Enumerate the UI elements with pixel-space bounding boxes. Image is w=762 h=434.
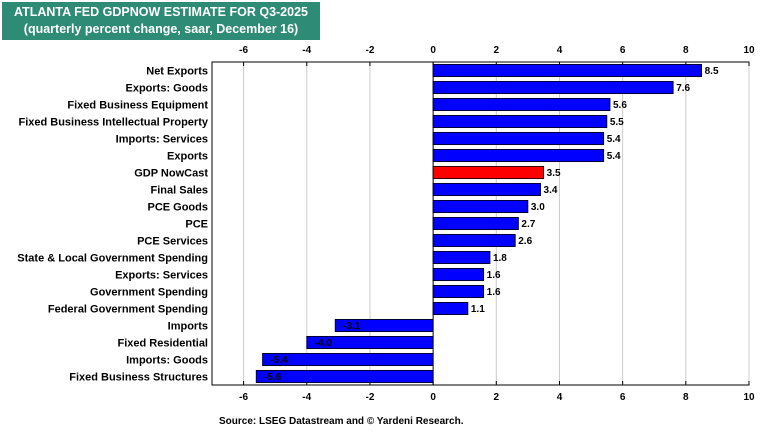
bar — [432, 114, 608, 129]
bar — [432, 301, 469, 316]
data-label: 3.4 — [544, 185, 558, 196]
x-tick-label-bottom: 6 — [620, 392, 626, 403]
data-label: 5.4 — [607, 134, 621, 145]
data-label: 2.7 — [521, 219, 535, 230]
bar — [432, 284, 485, 299]
category-label: Exports — [167, 151, 208, 163]
data-label: 8.5 — [705, 66, 719, 77]
x-tick-label-bottom: -6 — [239, 392, 248, 403]
x-tick-label-top: 6 — [620, 45, 626, 56]
bar — [432, 216, 519, 231]
x-tick-label-bottom: 2 — [494, 392, 500, 403]
bar — [432, 267, 485, 282]
data-label: 5.6 — [613, 100, 627, 111]
bar — [432, 63, 703, 78]
data-label: -5.4 — [271, 355, 289, 366]
bar — [306, 335, 434, 350]
bar — [432, 199, 529, 214]
category-label: Exports: Goods — [125, 83, 208, 95]
x-tick-label-bottom: 8 — [683, 392, 689, 403]
category-label: Fixed Business Equipment — [67, 100, 208, 112]
category-label: Government Spending — [90, 287, 208, 299]
bar — [262, 352, 434, 367]
x-tick-label-top: 0 — [430, 45, 436, 56]
x-tick-label-top: 4 — [557, 45, 563, 56]
category-label: Final Sales — [151, 185, 208, 197]
category-label: Federal Government Spending — [48, 304, 208, 316]
x-tick-label-bottom: 4 — [557, 392, 563, 403]
bar — [432, 148, 605, 163]
category-label: GDP NowCast — [134, 168, 208, 180]
x-tick-label-top: -4 — [302, 45, 311, 56]
bar — [432, 80, 674, 95]
data-label: 3.0 — [531, 202, 545, 213]
category-label: PCE Goods — [147, 202, 208, 214]
x-tick-label-bottom: 0 — [430, 392, 436, 403]
chart-title: ATLANTA FED GDPNOW ESTIMATE FOR Q3-2025 — [14, 5, 308, 19]
bar — [432, 165, 545, 180]
x-tick-label-top: -6 — [239, 45, 248, 56]
data-label: 2.6 — [518, 236, 532, 247]
bar — [432, 97, 611, 112]
category-label: Exports: Services — [115, 270, 208, 282]
data-label: 7.6 — [676, 83, 690, 94]
category-label: Fixed Business Intellectual Property — [18, 117, 208, 129]
data-label: 1.6 — [487, 287, 501, 298]
data-label: 1.8 — [493, 253, 507, 264]
x-tick-label-top: 10 — [743, 45, 755, 56]
data-label: -4.0 — [315, 338, 333, 349]
x-tick-label-bottom: 10 — [743, 392, 755, 403]
data-label: 5.4 — [607, 151, 621, 162]
bar — [255, 369, 434, 384]
data-label: -3.1 — [343, 321, 361, 332]
data-label: -5.6 — [264, 372, 282, 383]
bar — [432, 250, 491, 265]
data-label: 1.1 — [471, 304, 485, 315]
data-label: 5.5 — [610, 117, 624, 128]
bar — [432, 182, 541, 197]
x-tick-label-top: 8 — [683, 45, 689, 56]
bar — [432, 131, 605, 146]
category-label: Imports — [168, 321, 208, 333]
category-label: Fixed Business Structures — [69, 372, 208, 384]
chart-title-box: ATLANTA FED GDPNOW ESTIMATE FOR Q3-2025 … — [2, 2, 320, 40]
x-tick-label-top: 2 — [494, 45, 500, 56]
x-tick-label-bottom: -2 — [365, 392, 374, 403]
category-label: PCE — [185, 219, 208, 231]
x-tick-label-top: -2 — [365, 45, 374, 56]
x-tick-label-bottom: -4 — [302, 392, 311, 403]
chart-subtitle: (quarterly percent change, saar, Decembe… — [23, 22, 299, 36]
bar — [334, 318, 434, 333]
category-label: PCE Services — [137, 236, 208, 248]
source-note: Source: LSEG Datastream and © Yardeni Re… — [219, 416, 464, 427]
category-label: Net Exports — [146, 66, 208, 78]
category-label: State & Local Government Spending — [17, 253, 208, 265]
category-label: Imports: Services — [116, 134, 208, 146]
data-label: 1.6 — [487, 270, 501, 281]
bar — [432, 233, 516, 248]
category-label: Imports: Goods — [126, 355, 208, 367]
category-label: Fixed Residential — [118, 338, 208, 350]
data-label: 3.5 — [547, 168, 561, 179]
